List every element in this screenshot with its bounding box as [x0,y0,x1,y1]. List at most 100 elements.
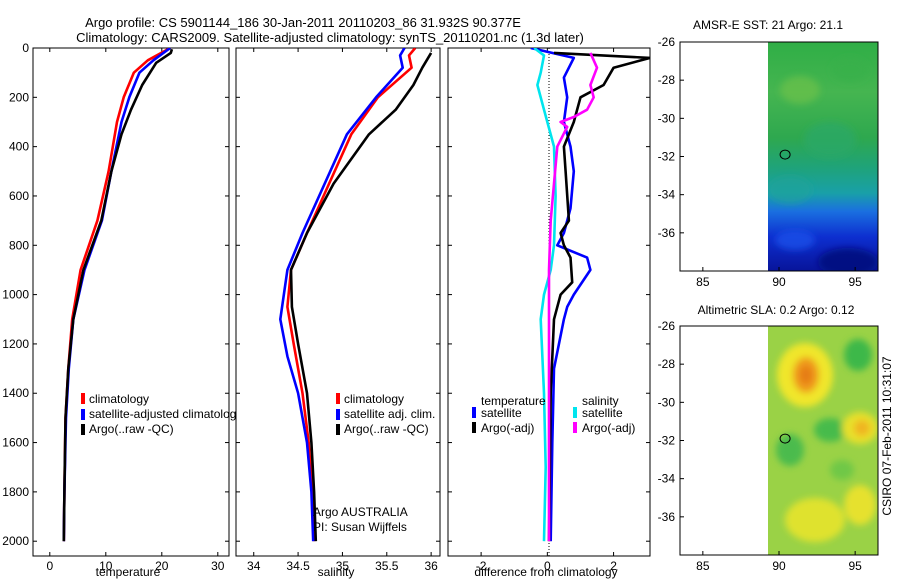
x-tick-label: 30 [211,559,225,573]
map-x-tick-label: 90 [772,275,786,289]
sst-map-title: AMSR-E SST: 21 Argo: 21.1 [693,18,843,32]
agency-label: Argo AUSTRALIA [313,505,408,519]
y-tick-label: 0 [22,41,29,55]
sst-warm-blob [780,76,820,104]
legend-swatch-satellite [336,409,340,420]
map-x-tick-label: 95 [848,559,862,573]
sla-yellow-blob [785,498,845,542]
salinity-profile-panel: 34 34.5 35 35.5 36 climatology satellite adj… [235,47,441,579]
y-tick-label: 200 [9,90,29,104]
legend-label-argo: Argo(..raw -QC) [344,422,429,436]
salinity-legend: climatology satellite adj. clim. Argo(..… [336,392,435,436]
difference-xlabel: difference from climatology [474,565,617,579]
x-tick-label: 34.5 [286,559,310,573]
csiro-timestamp: CSIRO 07-Feb-2011 10:31:07 [880,356,894,516]
map-x-tick-label: 95 [848,275,862,289]
y-tick-label: 800 [9,238,29,252]
salinity-plot-frame [235,47,441,557]
map-x-tick-label: 85 [696,559,710,573]
map-y-tick-label: -34 [658,188,676,202]
x-tick-label: 0 [544,559,551,573]
y-tick-label: 1200 [2,337,29,351]
map-y-tick-label: -36 [658,226,676,240]
map-y-tick-label: -34 [658,472,676,486]
sla-green-blob [830,460,854,480]
y-tick-label: 1800 [2,485,29,499]
sla-yellow-blob [844,485,876,525]
legend-swatch-temperature-satellite [472,407,476,418]
legend-label-argo: Argo(..raw -QC) [89,422,174,436]
x-tick-label: 2 [610,559,617,573]
difference-series-group [530,48,650,542]
header-title-line2: Climatology: CARS2009. Satellite-adjuste… [76,30,584,45]
temperature-series-group [62,48,174,542]
legend-label-salinity-argo: Argo(-adj) [582,421,635,435]
x-tick-label: 35.5 [375,559,399,573]
map-y-tick-label: -26 [658,35,676,49]
y-tick-label: 400 [9,140,29,154]
sla-green-blob [776,434,804,466]
map-x-tick-label: 85 [696,275,710,289]
sst-heatmap-field [768,42,878,271]
sst-warm-blob [832,58,868,82]
map-y-tick-label: -26 [658,319,676,333]
series-line-argo-raw-qc [62,48,174,542]
sla-orange-blob [854,420,870,436]
pi-label: PI: Susan Wijffels [313,520,407,534]
legend-label-climatology: climatology [89,392,149,406]
sst-cool-blob [804,122,856,158]
temperature-profile-panel: 0 200 400 600 800 1000 1200 1400 1600 1800 2000 0 1… [2,41,236,579]
legend-swatch-temperature-argo [472,422,476,433]
header-title-line1: Argo profile: CS 5901144_186 30-Jan-2011… [85,15,521,30]
map-y-tick-label: -32 [658,150,676,164]
legend-label-salinity-satellite: satellite [582,406,623,420]
legend-label-satellite-adj: satellite adj. clim. [344,407,435,421]
difference-legend: temperature satellite Argo(-adj) salinit… [472,394,635,435]
sla-green-blob [844,339,872,371]
salinity-xlabel: salinity [318,565,355,579]
legend-swatch-satellite [81,409,85,420]
x-tick-label: 35 [336,559,350,573]
series-line-argo-raw-qc [289,52,433,542]
sst-cold-blob [775,230,815,250]
legend-swatch-climatology [81,393,85,404]
legend-swatch-salinity-argo [573,422,577,433]
series-line-salinity-argo-adj [547,52,599,542]
x-tick-label: 20 [155,559,169,573]
map-y-tick-label: -28 [658,73,676,87]
sst-float-position-marker [779,149,791,160]
legend-swatch-argo [336,424,340,435]
y-tick-label: 1400 [2,386,29,400]
sst-cool-blob [768,176,812,204]
legend-title-salinity: salinity [582,394,619,408]
map-y-tick-label: -32 [658,434,676,448]
y-tick-label: 1600 [2,436,29,450]
series-line-salinity-satellite [533,48,557,542]
x-tick-label: 36 [424,559,438,573]
legend-swatch-salinity-satellite [573,407,577,418]
legend-swatch-climatology [336,393,340,404]
legend-swatch-argo [81,424,85,435]
difference-profile-panel: -2 0 2 temperature satellite Argo(-adj) sa… [447,47,651,579]
x-tick-label: 10 [99,559,113,573]
temperature-xlabel: temperature [96,565,161,579]
salinity-series-group [278,48,433,542]
x-tick-label: 34 [247,559,261,573]
sla-float-position-marker [779,433,791,444]
legend-label-temperature-argo: Argo(-adj) [481,421,534,435]
sla-map-title: Altimetric SLA: 0.2 Argo: 0.12 [698,303,855,317]
y-tick-label: 600 [9,189,29,203]
legend-label-climatology: climatology [344,392,404,406]
series-line-satellite-adj-clim [278,48,406,542]
legend-title-temperature: temperature [481,394,546,408]
temperature-legend: climatology satellite-adjusted climatolo… [81,392,236,436]
legend-label-temperature-satellite: satellite [481,406,522,420]
y-tick-label: 2000 [2,534,29,548]
series-line-temperature-argo-adj [547,51,650,542]
map-y-tick-label: -28 [658,357,676,371]
sla-map-panel: Altimetric SLA: 0.2 Argo: 0.12 -26 -28 -30… [658,303,879,573]
map-y-tick-label: -30 [658,395,676,409]
sla-heatmap-field [768,326,878,555]
sla-core-blob [800,366,812,384]
